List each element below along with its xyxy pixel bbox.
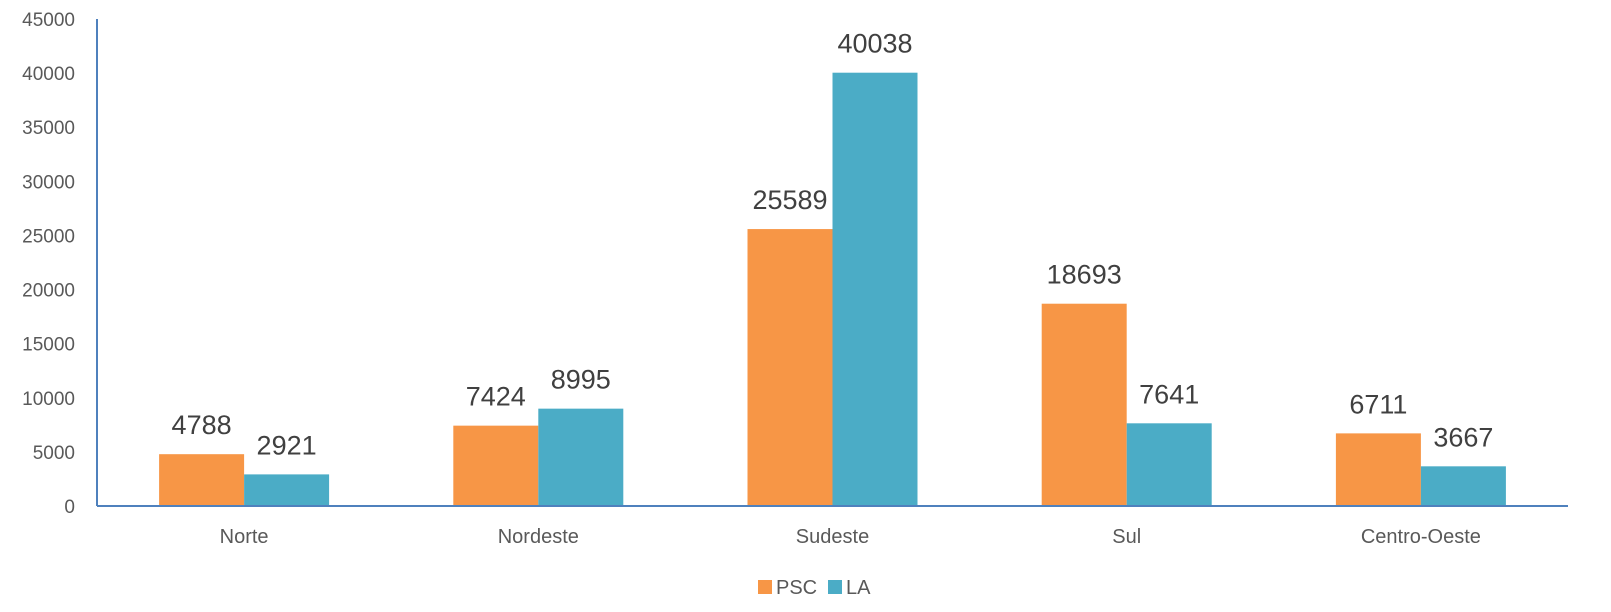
- bar-la-sul: [1127, 423, 1212, 506]
- bar-psc-sul: [1042, 304, 1127, 506]
- data-label: 40038: [837, 29, 912, 59]
- legend-label: PSC: [776, 577, 817, 599]
- bar-la-norte: [244, 474, 329, 506]
- bar-la-centro-oeste: [1421, 466, 1506, 506]
- data-label: 7641: [1139, 379, 1199, 409]
- y-tick-label: 0: [64, 497, 75, 518]
- x-tick-label: Centro-Oeste: [1361, 526, 1481, 548]
- data-label: 2921: [257, 430, 317, 460]
- data-label: 8995: [551, 365, 611, 395]
- bar-psc-centro-oeste: [1336, 433, 1421, 506]
- y-tick-label: 30000: [22, 172, 75, 193]
- legend-label: LA: [846, 577, 871, 599]
- data-label: 4788: [172, 410, 232, 440]
- y-tick-label: 40000: [22, 64, 75, 85]
- data-label: 3667: [1433, 422, 1493, 452]
- bar-psc-nordeste: [453, 426, 538, 506]
- x-tick-label: Sul: [1112, 526, 1141, 548]
- legend-swatch-la: [828, 580, 842, 594]
- x-tick-label: Nordeste: [498, 526, 579, 548]
- x-tick-label: Norte: [220, 526, 269, 548]
- x-tick-label: Sudeste: [796, 526, 869, 548]
- y-tick-label: 5000: [33, 443, 75, 464]
- bar-la-sudeste: [833, 73, 918, 506]
- data-label: 25589: [752, 185, 827, 215]
- data-label: 7424: [466, 382, 526, 412]
- y-tick-label: 45000: [22, 10, 75, 31]
- y-tick-label: 20000: [22, 281, 75, 302]
- data-label: 18693: [1047, 260, 1122, 290]
- bar-psc-sudeste: [748, 229, 833, 506]
- bar-psc-norte: [159, 454, 244, 506]
- legend-swatch-psc: [758, 580, 772, 594]
- data-label: 6711: [1349, 389, 1407, 419]
- y-tick-label: 10000: [22, 389, 75, 410]
- y-tick-label: 35000: [22, 118, 75, 139]
- y-tick-label: 15000: [22, 335, 75, 356]
- y-tick-label: 25000: [22, 226, 75, 247]
- bar-la-nordeste: [538, 409, 623, 506]
